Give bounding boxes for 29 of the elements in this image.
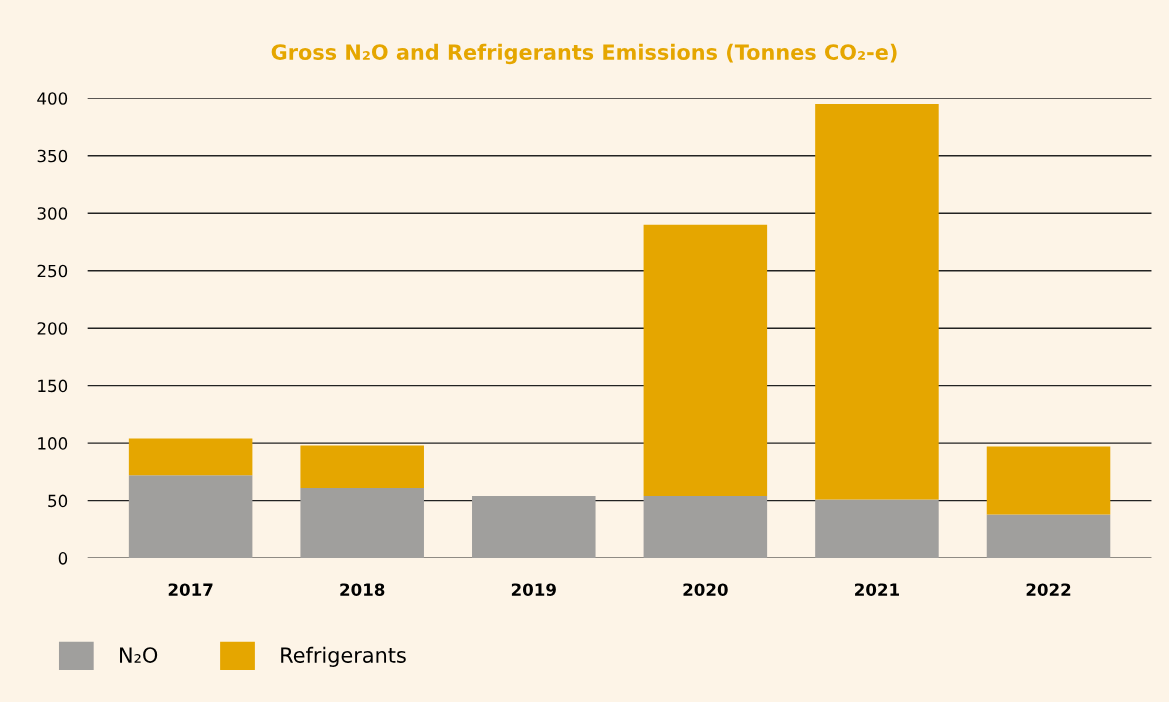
y-tick-label: 0 xyxy=(58,552,68,565)
bar xyxy=(300,445,424,488)
y-tick-label: 250 xyxy=(37,264,68,278)
y-tick-label: 300 xyxy=(37,207,68,220)
legend-label: N₂O xyxy=(120,647,158,663)
bar xyxy=(128,438,253,476)
x-tick-label: 2021 xyxy=(855,583,899,596)
y-tick-label: 400 xyxy=(37,92,68,105)
x-tick-label: 2022 xyxy=(1026,583,1071,596)
bar xyxy=(815,499,939,559)
x-tick-label: 2019 xyxy=(511,583,556,596)
bar xyxy=(643,496,768,559)
bar xyxy=(472,496,596,559)
x-tick-label: 2018 xyxy=(340,583,385,596)
bar xyxy=(986,446,1111,515)
y-tick-label: 200 xyxy=(37,322,68,335)
bar xyxy=(128,475,253,559)
x-tick-label: 2020 xyxy=(683,583,728,596)
x-tick-label: 2017 xyxy=(168,583,213,596)
y-tick-label: 50 xyxy=(48,494,68,508)
bar xyxy=(986,514,1111,559)
chart-title: Gross N₂O and Refrigerants Emissions (Tonnes CO₂-e) xyxy=(271,43,897,65)
y-tick-label: 350 xyxy=(37,149,68,163)
legend-label: Refrigerants xyxy=(281,646,406,667)
y-tick-label: 100 xyxy=(38,437,68,450)
bar xyxy=(643,224,768,497)
bar xyxy=(815,104,939,500)
y-tick-label: 150 xyxy=(38,379,68,393)
bar xyxy=(300,487,424,559)
